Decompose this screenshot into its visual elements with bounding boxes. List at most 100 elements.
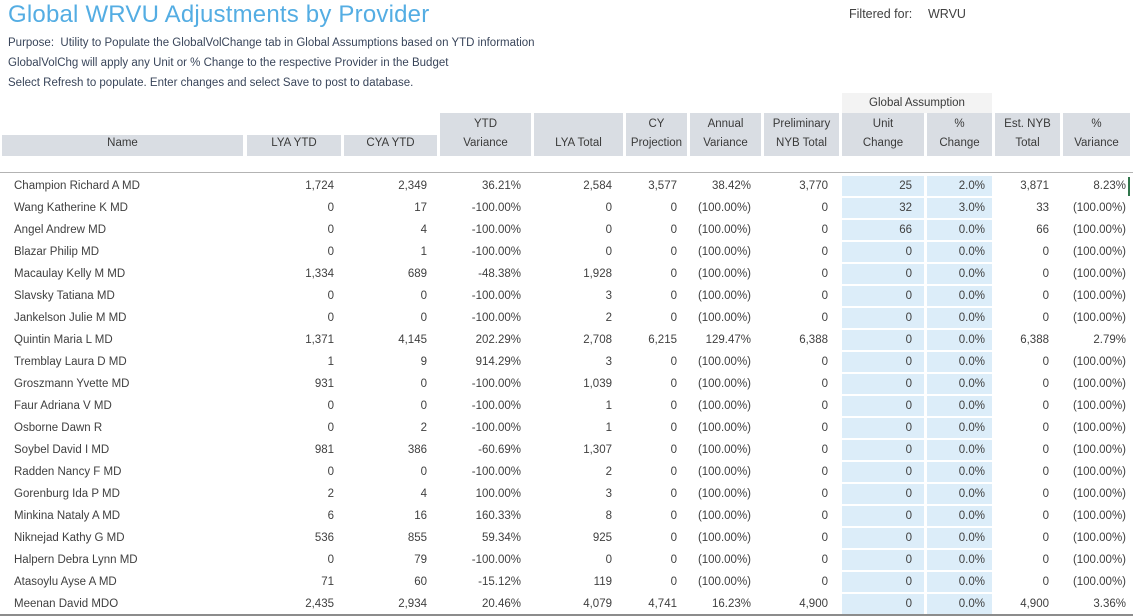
cell-lya_ytd: 931	[247, 373, 341, 395]
cell-pct_variance: (100.00%)	[1063, 351, 1130, 373]
cell-annual_variance: (100.00%)	[690, 219, 761, 241]
cell-annual_variance: (100.00%)	[690, 571, 761, 593]
table-row: Osborne Dawn R02-100.00%10(100.00%)000.0…	[0, 417, 1133, 439]
filtered-for-value[interactable]: WRVU	[928, 7, 966, 21]
cell-lya_ytd: 1	[247, 351, 341, 373]
cell-unit_change[interactable]: 0	[842, 352, 924, 372]
cell-cya_ytd: 79	[344, 549, 437, 571]
group-header-global-assumption: Global Assumption	[842, 93, 992, 113]
page-title: Global WRVU Adjustments by Provider	[8, 1, 429, 29]
cell-pct_variance: (100.00%)	[1063, 417, 1130, 439]
cell-annual_variance: (100.00%)	[690, 307, 761, 329]
cell-pct_change[interactable]: 0.0%	[927, 286, 992, 306]
cell-cy_projection: 0	[626, 417, 687, 439]
cell-annual_variance: (100.00%)	[690, 439, 761, 461]
cell-cy_projection: 3,577	[626, 175, 687, 197]
cell-annual_variance: (100.00%)	[690, 417, 761, 439]
col-header-label: YTD	[474, 115, 497, 134]
table-row: Atasoylu Ayse A MD7160-15.12%1190(100.00…	[0, 571, 1133, 593]
cell-cya_ytd: 855	[344, 527, 437, 549]
cell-pct_change[interactable]: 0.0%	[927, 264, 992, 284]
cell-pct_change[interactable]: 0.0%	[927, 440, 992, 460]
cell-unit_change[interactable]: 0	[842, 264, 924, 284]
cell-unit_change[interactable]: 0	[842, 308, 924, 328]
cell-unit_change[interactable]: 0	[842, 330, 924, 350]
cell-lya_ytd: 2,435	[247, 593, 341, 615]
cell-est_nyb_total: 0	[995, 241, 1060, 263]
cell-cya_ytd: 60	[344, 571, 437, 593]
col-header-pct_change: %Change	[927, 113, 992, 156]
cell-pct_change[interactable]: 0.0%	[927, 572, 992, 592]
cell-pct_variance: 3.36%	[1063, 593, 1130, 615]
cell-name: Jankelson Julie M MD	[2, 307, 243, 329]
cell-cy_projection: 0	[626, 483, 687, 505]
cell-lya_total: 0	[534, 219, 623, 241]
cell-pct_change[interactable]: 0.0%	[927, 242, 992, 262]
cell-pct_change[interactable]: 0.0%	[927, 484, 992, 504]
cell-cy_projection: 0	[626, 571, 687, 593]
cell-preliminary_nyb_total: 0	[764, 263, 839, 285]
cell-cya_ytd: 9	[344, 351, 437, 373]
cell-ytd_variance: -100.00%	[440, 461, 531, 483]
col-header-unit_change: UnitChange	[842, 113, 924, 156]
cell-cya_ytd: 2	[344, 417, 437, 439]
cell-pct_change[interactable]: 0.0%	[927, 528, 992, 548]
cell-unit_change[interactable]: 0	[842, 594, 924, 614]
cell-unit_change[interactable]: 0	[842, 286, 924, 306]
cell-pct_change[interactable]: 0.0%	[927, 506, 992, 526]
col-header-label: Change	[863, 134, 903, 153]
cell-ytd_variance: -100.00%	[440, 307, 531, 329]
cell-unit_change[interactable]: 0	[842, 242, 924, 262]
table-row: Slavsky Tatiana MD00-100.00%30(100.00%)0…	[0, 285, 1133, 307]
cell-cy_projection: 0	[626, 241, 687, 263]
cell-pct_change[interactable]: 0.0%	[927, 418, 992, 438]
cell-name: Faur Adriana V MD	[2, 395, 243, 417]
cell-pct_change[interactable]: 0.0%	[927, 462, 992, 482]
cell-unit_change[interactable]: 66	[842, 220, 924, 240]
cell-unit_change[interactable]: 0	[842, 396, 924, 416]
cell-unit_change[interactable]: 0	[842, 418, 924, 438]
cell-lya_total: 2,584	[534, 175, 623, 197]
cell-pct_change[interactable]: 0.0%	[927, 374, 992, 394]
cell-unit_change[interactable]: 0	[842, 550, 924, 570]
cell-lya_ytd: 0	[247, 241, 341, 263]
cell-annual_variance: (100.00%)	[690, 461, 761, 483]
cell-lya_ytd: 981	[247, 439, 341, 461]
cell-unit_change[interactable]: 0	[842, 374, 924, 394]
cell-preliminary_nyb_total: 0	[764, 439, 839, 461]
cell-lya_ytd: 2	[247, 483, 341, 505]
cell-pct_change[interactable]: 0.0%	[927, 330, 992, 350]
cell-pct_change[interactable]: 3.0%	[927, 198, 992, 218]
cell-ytd_variance: -48.38%	[440, 263, 531, 285]
cell-unit_change[interactable]: 0	[842, 440, 924, 460]
cell-unit_change[interactable]: 0	[842, 528, 924, 548]
cell-pct_change[interactable]: 2.0%	[927, 176, 992, 196]
cell-pct_change[interactable]: 0.0%	[927, 550, 992, 570]
cell-cya_ytd: 2,349	[344, 175, 437, 197]
cell-pct_change[interactable]: 0.0%	[927, 396, 992, 416]
cell-unit_change[interactable]: 32	[842, 198, 924, 218]
col-header-name: Name	[2, 135, 243, 156]
cell-pct_change[interactable]: 0.0%	[927, 352, 992, 372]
cell-pct_change[interactable]: 0.0%	[927, 594, 992, 614]
cell-annual_variance: (100.00%)	[690, 351, 761, 373]
cell-pct_change[interactable]: 0.0%	[927, 220, 992, 240]
cell-ytd_variance: -100.00%	[440, 395, 531, 417]
cell-annual_variance: (100.00%)	[690, 527, 761, 549]
cell-unit_change[interactable]: 0	[842, 462, 924, 482]
cell-unit_change[interactable]: 0	[842, 484, 924, 504]
cell-cy_projection: 0	[626, 527, 687, 549]
cell-cya_ytd: 1	[344, 241, 437, 263]
cell-lya_total: 3	[534, 285, 623, 307]
cell-lya_total: 1	[534, 395, 623, 417]
table-row: Meenan David MDO2,4352,93420.46%4,0794,7…	[0, 593, 1133, 615]
cell-unit_change[interactable]: 25	[842, 176, 924, 196]
cell-pct_change[interactable]: 0.0%	[927, 308, 992, 328]
cell-est_nyb_total: 0	[995, 417, 1060, 439]
cell-cy_projection: 0	[626, 351, 687, 373]
cell-pct_variance: (100.00%)	[1063, 461, 1130, 483]
cell-cy_projection: 6,215	[626, 329, 687, 351]
cell-lya_ytd: 0	[247, 219, 341, 241]
cell-unit_change[interactable]: 0	[842, 506, 924, 526]
cell-unit_change[interactable]: 0	[842, 572, 924, 592]
